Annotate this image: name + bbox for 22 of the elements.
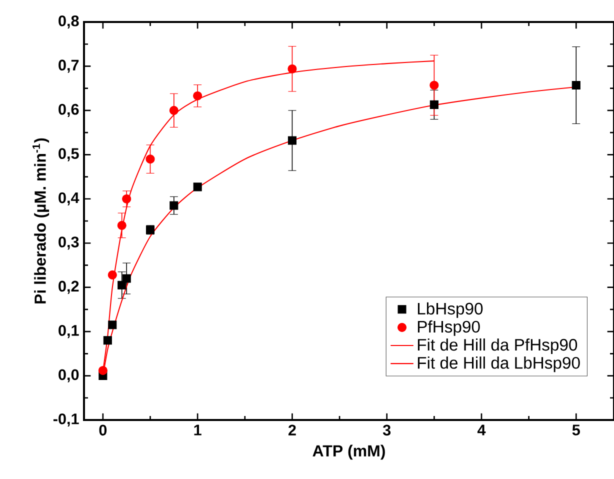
y-tick-label: 0,0 xyxy=(58,369,79,382)
y-tick-label: 0,5 xyxy=(58,148,79,162)
y-tick-label: 0,3 xyxy=(58,236,79,250)
y-tick-label: 0,8 xyxy=(58,15,79,29)
x-tick-label: 2 xyxy=(288,424,296,436)
x-tick-label: 0 xyxy=(99,424,107,436)
x-tick-label: 3 xyxy=(382,424,391,436)
x-tick-label: 1 xyxy=(194,424,202,436)
x-tick-label: 5 xyxy=(572,424,580,436)
x-axis-title: ATP (mM) xyxy=(312,444,385,460)
y-tick-label: 0,6 xyxy=(58,104,79,117)
legend-label: PfHsp90 xyxy=(418,320,480,336)
legend-label: Fit de Hill da PfHsp90 xyxy=(418,338,578,354)
y-tick-label: 0,7 xyxy=(58,60,79,73)
y-tick-label: 0,1 xyxy=(58,325,79,338)
y-tick-label: 0,4 xyxy=(58,192,80,206)
y-tick-label: 0,2 xyxy=(58,280,79,294)
y-tick-label: -0,1 xyxy=(53,413,79,427)
x-tick-label: 4 xyxy=(477,424,486,436)
legend-label: LbHsp90 xyxy=(418,302,483,318)
legend-label: Fit de Hill da LbHsp90 xyxy=(418,356,580,372)
y-axis-title: Pi liberado (µM. min$^{-1}$) xyxy=(32,138,50,304)
